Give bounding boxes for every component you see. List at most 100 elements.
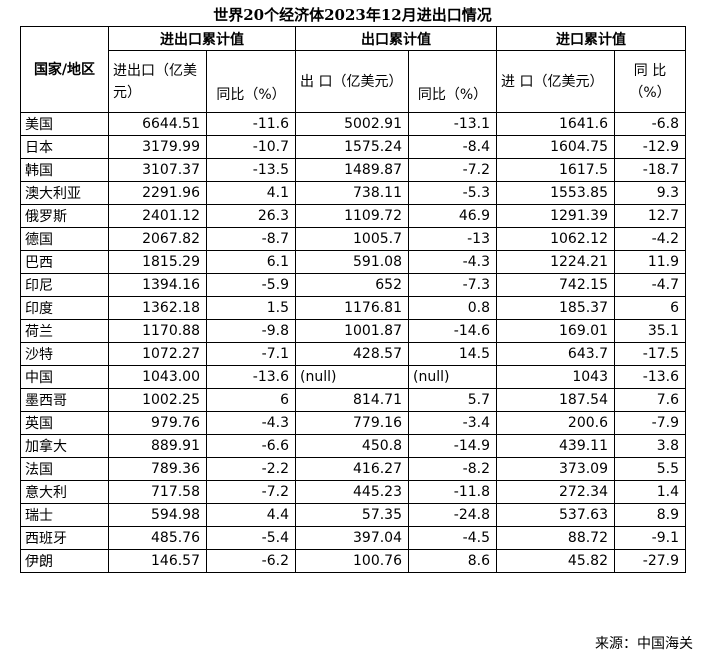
cell-import-yoy: 11.9 xyxy=(614,250,686,274)
cell-export-value: 1001.87 xyxy=(295,319,409,343)
cell-import-value: 1062.12 xyxy=(496,227,615,251)
cell-import-value: 45.82 xyxy=(496,549,615,573)
cell-total-value: 1072.27 xyxy=(108,342,207,366)
cell-country: 巴西 xyxy=(20,250,109,274)
source-note: 来源：中国海关 xyxy=(595,636,693,652)
cell-export-yoy: -8.4 xyxy=(408,135,497,159)
cell-total-yoy: -9.8 xyxy=(206,319,296,343)
cell-country: 印度 xyxy=(20,296,109,320)
cell-export-yoy: 5.7 xyxy=(408,388,497,412)
cell-total-yoy: -6.6 xyxy=(206,434,296,458)
cell-import-yoy: -4.7 xyxy=(614,273,686,297)
cell-total-yoy: -7.1 xyxy=(206,342,296,366)
cell-import-yoy: 35.1 xyxy=(614,319,686,343)
table-row: 伊朗 146.57 -6.2 100.76 8.6 45.82 -27.9 xyxy=(20,549,686,573)
cell-country: 美国 xyxy=(20,112,109,136)
cell-export-yoy: -4.5 xyxy=(408,526,497,550)
header-group-import: 进口累计值 xyxy=(496,26,686,51)
cell-total-value: 2401.12 xyxy=(108,204,207,228)
cell-import-value: 1617.5 xyxy=(496,158,615,182)
cell-total-value: 485.76 xyxy=(108,526,207,550)
cell-import-value: 272.34 xyxy=(496,480,615,504)
cell-export-value: 416.27 xyxy=(295,457,409,481)
cell-total-value: 1394.16 xyxy=(108,273,207,297)
cell-total-yoy: 4.4 xyxy=(206,503,296,527)
table-row: 日本 3179.99 -10.7 1575.24 -8.4 1604.75 -12.9 xyxy=(20,135,686,159)
cell-export-yoy: -8.2 xyxy=(408,457,497,481)
header-import-yoy: 同 比（%） xyxy=(614,50,686,113)
cell-import-yoy: 3.8 xyxy=(614,434,686,458)
table-row: 英国 979.76 -4.3 779.16 -3.4 200.6 -7.9 xyxy=(20,411,686,435)
cell-country: 意大利 xyxy=(20,480,109,504)
cell-import-value: 742.15 xyxy=(496,273,615,297)
cell-import-yoy: 5.5 xyxy=(614,457,686,481)
cell-total-yoy: -7.2 xyxy=(206,480,296,504)
cell-import-value: 1291.39 xyxy=(496,204,615,228)
cell-import-value: 169.01 xyxy=(496,319,615,343)
cell-export-value: 814.71 xyxy=(295,388,409,412)
cell-total-yoy: -5.4 xyxy=(206,526,296,550)
cell-total-yoy: -2.2 xyxy=(206,457,296,481)
cell-export-value: 1109.72 xyxy=(295,204,409,228)
cell-import-yoy: -17.5 xyxy=(614,342,686,366)
cell-import-value: 537.63 xyxy=(496,503,615,527)
cell-export-yoy: -3.4 xyxy=(408,411,497,435)
cell-export-value: 397.04 xyxy=(295,526,409,550)
cell-total-value: 1170.88 xyxy=(108,319,207,343)
header-total-yoy: 同比（%） xyxy=(206,50,296,113)
cell-country: 西班牙 xyxy=(20,526,109,550)
cell-country: 中国 xyxy=(20,365,109,389)
header-group-export: 出口累计值 xyxy=(295,26,497,51)
cell-import-yoy: 1.4 xyxy=(614,480,686,504)
header-country: 国家/地区 xyxy=(20,26,109,113)
cell-export-yoy: -11.8 xyxy=(408,480,497,504)
cell-total-value: 594.98 xyxy=(108,503,207,527)
cell-export-yoy: -5.3 xyxy=(408,181,497,205)
cell-export-value: 591.08 xyxy=(295,250,409,274)
cell-import-value: 439.11 xyxy=(496,434,615,458)
cell-import-yoy: -13.6 xyxy=(614,365,686,389)
cell-export-yoy: -24.8 xyxy=(408,503,497,527)
cell-import-yoy: -4.2 xyxy=(614,227,686,251)
cell-import-value: 373.09 xyxy=(496,457,615,481)
cell-total-yoy: -13.5 xyxy=(206,158,296,182)
cell-country: 日本 xyxy=(20,135,109,159)
cell-import-value: 1553.85 xyxy=(496,181,615,205)
table-row: 印尼 1394.16 -5.9 652 -7.3 742.15 -4.7 xyxy=(20,273,686,297)
page-title: 世界20个经济体2023年12月进出口情况 xyxy=(213,6,492,24)
cell-country: 德国 xyxy=(20,227,109,251)
cell-export-value: 1489.87 xyxy=(295,158,409,182)
table-row: 韩国 3107.37 -13.5 1489.87 -7.2 1617.5 -18.7 xyxy=(20,158,686,182)
cell-import-yoy: 9.3 xyxy=(614,181,686,205)
header-import-value: 进 口（亿美元） xyxy=(496,50,615,113)
cell-export-value: 1005.7 xyxy=(295,227,409,251)
cell-import-yoy: -9.1 xyxy=(614,526,686,550)
cell-export-yoy: 0.8 xyxy=(408,296,497,320)
cell-total-value: 2291.96 xyxy=(108,181,207,205)
table-row: 瑞士 594.98 4.4 57.35 -24.8 537.63 8.9 xyxy=(20,503,686,527)
cell-import-yoy: -7.9 xyxy=(614,411,686,435)
cell-total-yoy: 6.1 xyxy=(206,250,296,274)
cell-total-value: 889.91 xyxy=(108,434,207,458)
cell-export-value: 652 xyxy=(295,273,409,297)
table-row: 荷兰 1170.88 -9.8 1001.87 -14.6 169.01 35.1 xyxy=(20,319,686,343)
cell-import-value: 185.37 xyxy=(496,296,615,320)
table-row: 加拿大 889.91 -6.6 450.8 -14.9 439.11 3.8 xyxy=(20,434,686,458)
cell-country: 印尼 xyxy=(20,273,109,297)
cell-export-value: 738.11 xyxy=(295,181,409,205)
cell-export-yoy: -13.1 xyxy=(408,112,497,136)
cell-import-value: 1641.6 xyxy=(496,112,615,136)
cell-export-value: 450.8 xyxy=(295,434,409,458)
cell-export-yoy: 46.9 xyxy=(408,204,497,228)
cell-export-yoy: -7.2 xyxy=(408,158,497,182)
cell-export-yoy: 8.6 xyxy=(408,549,497,573)
cell-country: 沙特 xyxy=(20,342,109,366)
cell-country: 瑞士 xyxy=(20,503,109,527)
cell-total-value: 6644.51 xyxy=(108,112,207,136)
cell-total-value: 3179.99 xyxy=(108,135,207,159)
cell-country: 加拿大 xyxy=(20,434,109,458)
cell-country: 韩国 xyxy=(20,158,109,182)
cell-export-yoy: 14.5 xyxy=(408,342,497,366)
cell-total-yoy: -8.7 xyxy=(206,227,296,251)
cell-country: 法国 xyxy=(20,457,109,481)
